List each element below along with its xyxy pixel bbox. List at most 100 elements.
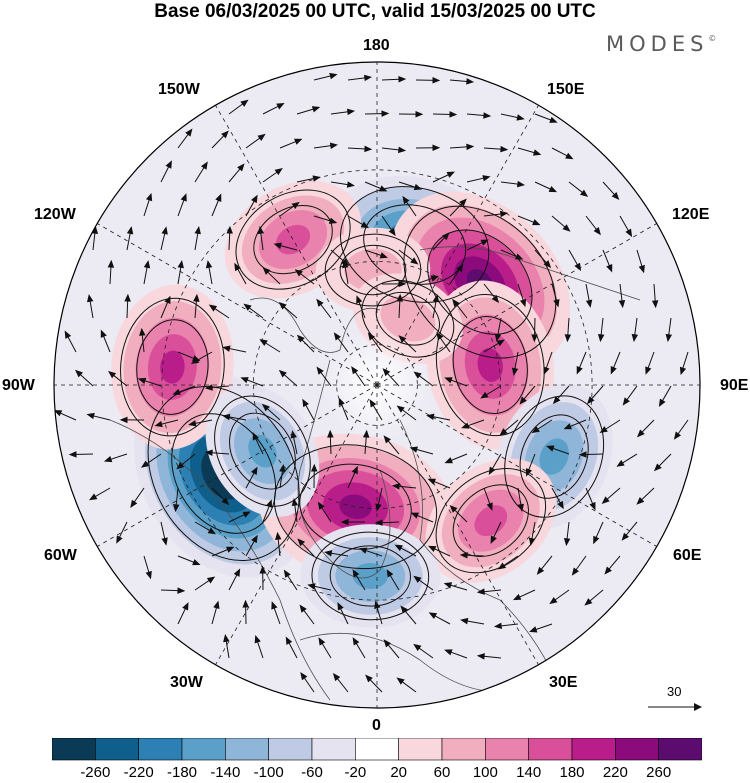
wind-arrow [432,294,440,319]
wind-arrow [351,366,366,387]
wind-arrow [103,453,128,463]
wind-arrow [324,550,349,557]
meridian-line [215,105,378,386]
wind-arrow [143,192,153,217]
colorbar [52,738,702,761]
contour-ring [329,545,411,607]
wind-arrow [415,275,439,285]
wind-arrow [402,195,417,217]
wind-arrow [330,108,356,116]
wind-arrow [497,555,519,570]
wind-arrow [364,249,389,259]
wind-arrow [386,569,400,591]
lon-label-150e: 150E [547,81,585,98]
anomaly-atlantic-low-2 [300,524,441,628]
wind-arrow [394,544,417,557]
wind-arrow [299,604,315,625]
contour-ring [403,205,557,359]
wind-arrow [290,430,298,455]
wind-arrow [313,72,338,81]
wind-arrow [204,449,230,456]
wind-arrow [278,301,298,319]
wind-arrow [86,412,111,421]
wind-arrow [143,555,152,580]
wind-arrow [172,385,196,395]
wind-arrow [194,161,208,183]
wind-arrow [262,499,272,523]
wind-arrow [381,280,407,288]
wind-arrow [490,521,502,544]
wind-arrow [194,521,217,535]
wind-vectors [54,72,689,693]
wind-arrow [193,293,200,319]
wind-arrow [271,601,281,625]
wind-arrow [177,128,193,149]
wind-arrow [228,568,241,591]
wind-arrow [427,545,451,557]
wind-arrow [512,589,536,601]
wind-arrow [578,451,604,458]
lon-label-120w: 120W [34,206,76,223]
wind-arrow [211,193,222,217]
wind-arrow [585,215,601,236]
wind-arrow [449,263,464,285]
wind-arrow [427,478,451,489]
wind-arrow [511,351,519,376]
wind-arrow [517,147,542,156]
wind-arrow [426,413,451,421]
colorbar-swatch [615,738,659,761]
wind-arrow [228,99,249,115]
lon-label-30w: 30W [170,674,203,691]
wind-arrow [124,293,131,319]
wind-arrow [381,76,407,83]
meridian-line [97,223,378,386]
wind-arrow [622,385,638,406]
wind-arrow [480,385,502,399]
wind-arrow [398,181,423,191]
wind-arrow [483,145,509,153]
wind-arrow [610,351,621,375]
wind-arrow [396,293,404,319]
wind-arrow [585,283,593,308]
wind-arrow [176,453,196,470]
colorbar-tick-label: -220 [123,764,154,781]
colorbar-swatch [398,738,443,761]
wind-arrow [242,599,249,625]
brand-text: MODES [606,32,709,56]
coastline-america [109,419,331,701]
colorbar-tick-label: 20 [390,764,407,781]
contour-ring [375,291,440,346]
wind-arrow [262,168,283,183]
wind-arrow [381,215,396,237]
meridian-line [376,384,539,665]
colorbar-swatch [138,738,183,761]
wind-arrow [262,103,285,115]
contour-ring [361,280,455,358]
copyright-mark: © [708,34,717,43]
wind-arrow [222,413,247,421]
colorbar-swatch [441,738,486,761]
wind-arrow [679,351,689,376]
colorbar-tick-label: 220 [602,764,628,781]
wind-arrow [444,649,468,659]
wind-arrow [584,589,604,606]
wind-arrow [597,317,605,343]
colorbar-tick-label: -140 [210,764,241,781]
coastline-arctic [249,297,381,353]
coastline-greenland [297,359,391,579]
wind-arrow [636,249,645,274]
wind-arrow [636,487,655,505]
wind-arrow [645,351,655,375]
lon-label-90w: 90W [2,377,35,394]
wind-arrow [160,587,186,594]
contour-ring [435,468,547,574]
map-border [53,61,701,709]
wind-arrow [483,487,493,511]
wind-arrow [396,677,417,693]
wind-arrow [413,643,434,659]
wind-arrow [552,385,570,405]
wind-arrow [500,113,525,121]
wind-arrow [259,565,266,591]
colorbar-swatch [225,738,269,761]
anomaly-atlantic-low [205,385,320,517]
